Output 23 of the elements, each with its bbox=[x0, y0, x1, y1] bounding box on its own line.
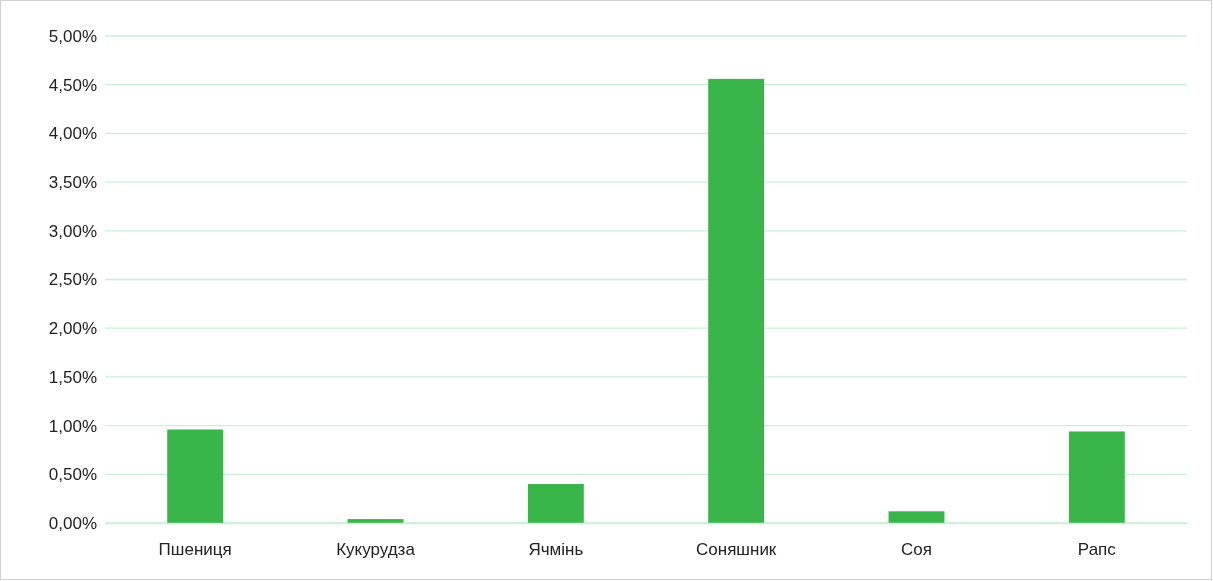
y-tick-label: 2,50% bbox=[48, 270, 97, 290]
bar bbox=[888, 511, 945, 523]
y-tick-label: 1,00% bbox=[48, 416, 97, 436]
bar bbox=[1068, 431, 1125, 523]
x-tick-label: Соя bbox=[901, 540, 932, 560]
x-tick-label: Рапс bbox=[1077, 540, 1117, 560]
x-tick-label: Соняшник bbox=[696, 540, 777, 560]
y-tick-label: 4,00% bbox=[48, 124, 97, 144]
x-tick-label: Ячмінь bbox=[528, 540, 584, 560]
bar bbox=[527, 484, 584, 523]
y-tick-label: 3,00% bbox=[48, 221, 97, 241]
y-tick-label: 0,50% bbox=[48, 465, 97, 485]
y-tick-label: 2,00% bbox=[48, 319, 97, 339]
y-tick-label: 5,00% bbox=[48, 26, 97, 46]
y-tick-label: 4,50% bbox=[48, 75, 97, 95]
y-tick-label: 3,50% bbox=[48, 173, 97, 193]
y-tick-label: 0,00% bbox=[48, 513, 97, 533]
x-tick-label: Кукурудза bbox=[336, 540, 416, 560]
x-tick-label: Пшениця bbox=[158, 540, 232, 560]
y-tick-label: 1,50% bbox=[48, 367, 97, 387]
bar bbox=[347, 519, 404, 523]
bar bbox=[708, 78, 765, 523]
bar bbox=[167, 429, 224, 523]
